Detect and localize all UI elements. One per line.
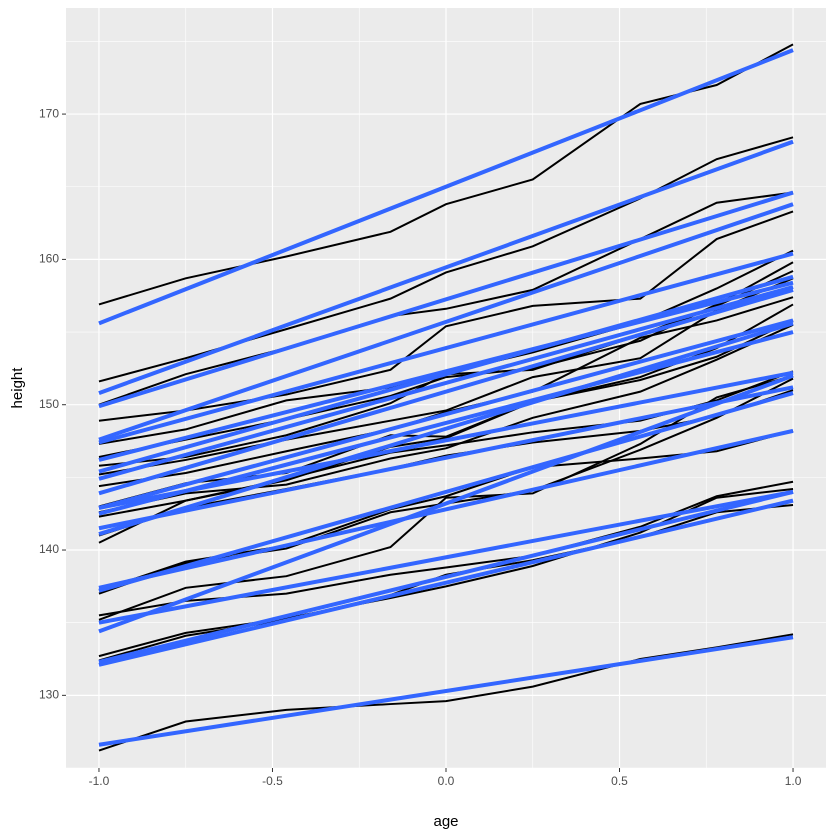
y-axis-title: height — [9, 367, 26, 409]
observed-line — [98, 296, 794, 488]
fitted-line — [98, 280, 794, 462]
fitted-line — [98, 635, 794, 747]
observed-line — [98, 323, 794, 514]
observed-line — [98, 319, 794, 544]
fitted-line — [98, 391, 794, 593]
x-tick-label: -0.5 — [262, 774, 283, 788]
fitted-line — [98, 274, 794, 474]
x-tick-label: 1.0 — [785, 774, 802, 788]
y-tick-label: 140 — [39, 542, 59, 556]
fitted-line — [98, 370, 794, 510]
y-tick-label: 170 — [39, 106, 59, 120]
x-tick-label: 0.5 — [611, 774, 628, 788]
fitted-line — [98, 202, 794, 442]
fitted-line — [98, 489, 794, 664]
fitted-line — [98, 139, 794, 395]
x-axis-title: age — [433, 813, 458, 830]
fitted-line — [98, 251, 794, 445]
y-tick-label: 150 — [39, 397, 59, 411]
fitted-line — [98, 498, 794, 667]
fitted-line — [98, 321, 794, 536]
fitted-line — [98, 190, 794, 409]
x-tick-label: 0.0 — [438, 774, 455, 788]
observed-line — [98, 191, 794, 406]
fitted-line — [98, 385, 794, 531]
fitted-line — [98, 318, 794, 510]
observed-line — [98, 210, 794, 422]
fitted-line — [98, 489, 794, 625]
fitted-line — [98, 373, 794, 634]
fitted-line — [98, 48, 794, 326]
fitted-line — [98, 428, 794, 590]
y-tick-label: 130 — [39, 688, 59, 702]
fitted-line — [98, 285, 794, 481]
fitted-line — [98, 287, 794, 496]
x-tick-label: -1.0 — [89, 774, 110, 788]
y-tick-label: 160 — [39, 252, 59, 266]
